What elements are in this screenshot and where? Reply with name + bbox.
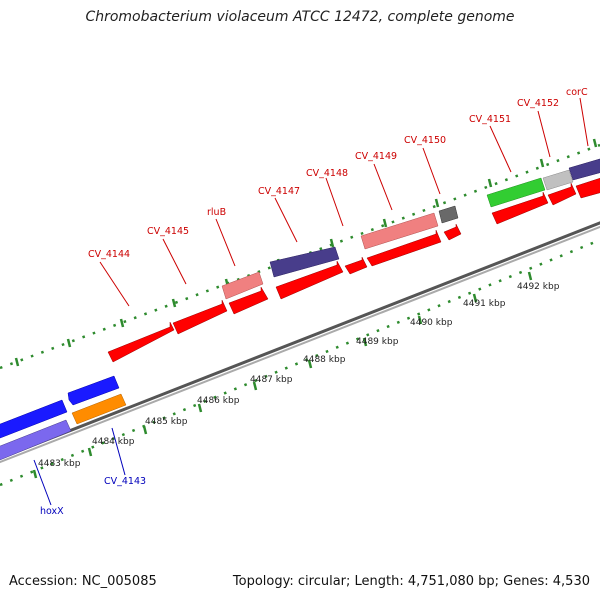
gene-CV_4151-top[interactable]	[486, 177, 546, 208]
gene-corC-top[interactable]	[568, 156, 600, 181]
gene-rluB-top[interactable]	[221, 271, 264, 300]
gene-CV_4150-top[interactable]	[438, 205, 459, 224]
gene-corC[interactable]	[575, 175, 600, 199]
gene-CV_4151[interactable]	[491, 191, 549, 225]
reverse-label-connectors	[33, 427, 126, 506]
gene-rluB[interactable]	[228, 286, 269, 315]
gene-CV_4152-top[interactable]	[542, 169, 574, 191]
gene-label[interactable]: hoxX	[40, 506, 64, 517]
gene-reverse-blue[interactable]	[67, 375, 120, 406]
reverse-gene-labels: CV_4143 hoxX	[40, 476, 146, 517]
accession-text: Accession: NC_005085	[9, 574, 157, 589]
gene-label[interactable]: CV_4143	[104, 476, 146, 487]
reverse-major-ticks	[32, 271, 533, 479]
scale-label: 4490 kbp	[410, 318, 453, 328]
gene-CV_4152[interactable]	[547, 182, 577, 206]
map-title: Chromobacterium violaceum ATCC 12472, co…	[85, 9, 515, 25]
scale-label: 4491 kbp	[463, 299, 506, 309]
gene-label[interactable]: CV_4152	[517, 98, 559, 109]
scale-label: 4484 kbp	[92, 437, 135, 447]
scale-label: 4487 kbp	[250, 375, 293, 385]
scale-label: 4486 kbp	[197, 396, 240, 406]
forward-gene-labels: CV_4144 CV_4145 rluB CV_4147 CV_4148 CV_…	[88, 87, 588, 260]
gene-CV_4145[interactable]	[172, 299, 228, 335]
scale-label: 4488 kbp	[303, 355, 346, 365]
gene-label[interactable]: CV_4145	[147, 226, 189, 237]
scale-label: 4483 kbp	[38, 459, 81, 469]
reverse-genes	[0, 375, 127, 462]
forward-genes	[107, 156, 600, 363]
gene-hoxX-inner[interactable]	[0, 399, 68, 440]
scale-labels: 4483 kbp 4484 kbp 4485 kbp 4486 kbp 4487…	[38, 282, 560, 469]
scale-label: 4489 kbp	[356, 337, 399, 347]
gene-CV_4148[interactable]	[344, 256, 368, 275]
gene-CV_4144[interactable]	[107, 321, 175, 363]
gene-hoxX[interactable]	[0, 419, 72, 462]
backbone-line	[0, 221, 600, 460]
scale-label: 4492 kbp	[517, 282, 560, 292]
backbone-shadow-line	[0, 225, 600, 464]
gene-label[interactable]: corC	[566, 87, 588, 98]
gene-label[interactable]: CV_4144	[88, 249, 130, 260]
gene-label[interactable]: CV_4147	[258, 186, 300, 197]
gene-CV_4147-top[interactable]	[269, 246, 340, 278]
gene-CV_4143[interactable]	[71, 393, 127, 425]
forward-label-connectors	[99, 97, 589, 307]
gene-label[interactable]: CV_4149	[355, 151, 397, 162]
gene-label[interactable]: CV_4148	[306, 168, 348, 179]
reverse-tick-track	[0, 238, 600, 487]
scale-label: 4485 kbp	[145, 417, 188, 427]
gene-CV_4147[interactable]	[275, 260, 344, 300]
genome-summary-text: Topology: circular; Length: 4,751,080 bp…	[232, 574, 590, 589]
gene-CV_4149-top[interactable]	[360, 212, 439, 250]
gene-label[interactable]: CV_4150	[404, 135, 446, 146]
gene-CV_4149[interactable]	[366, 229, 442, 267]
gene-label[interactable]: CV_4151	[469, 114, 511, 125]
gene-CV_4150[interactable]	[443, 223, 462, 241]
gene-label[interactable]: rluB	[207, 207, 226, 218]
